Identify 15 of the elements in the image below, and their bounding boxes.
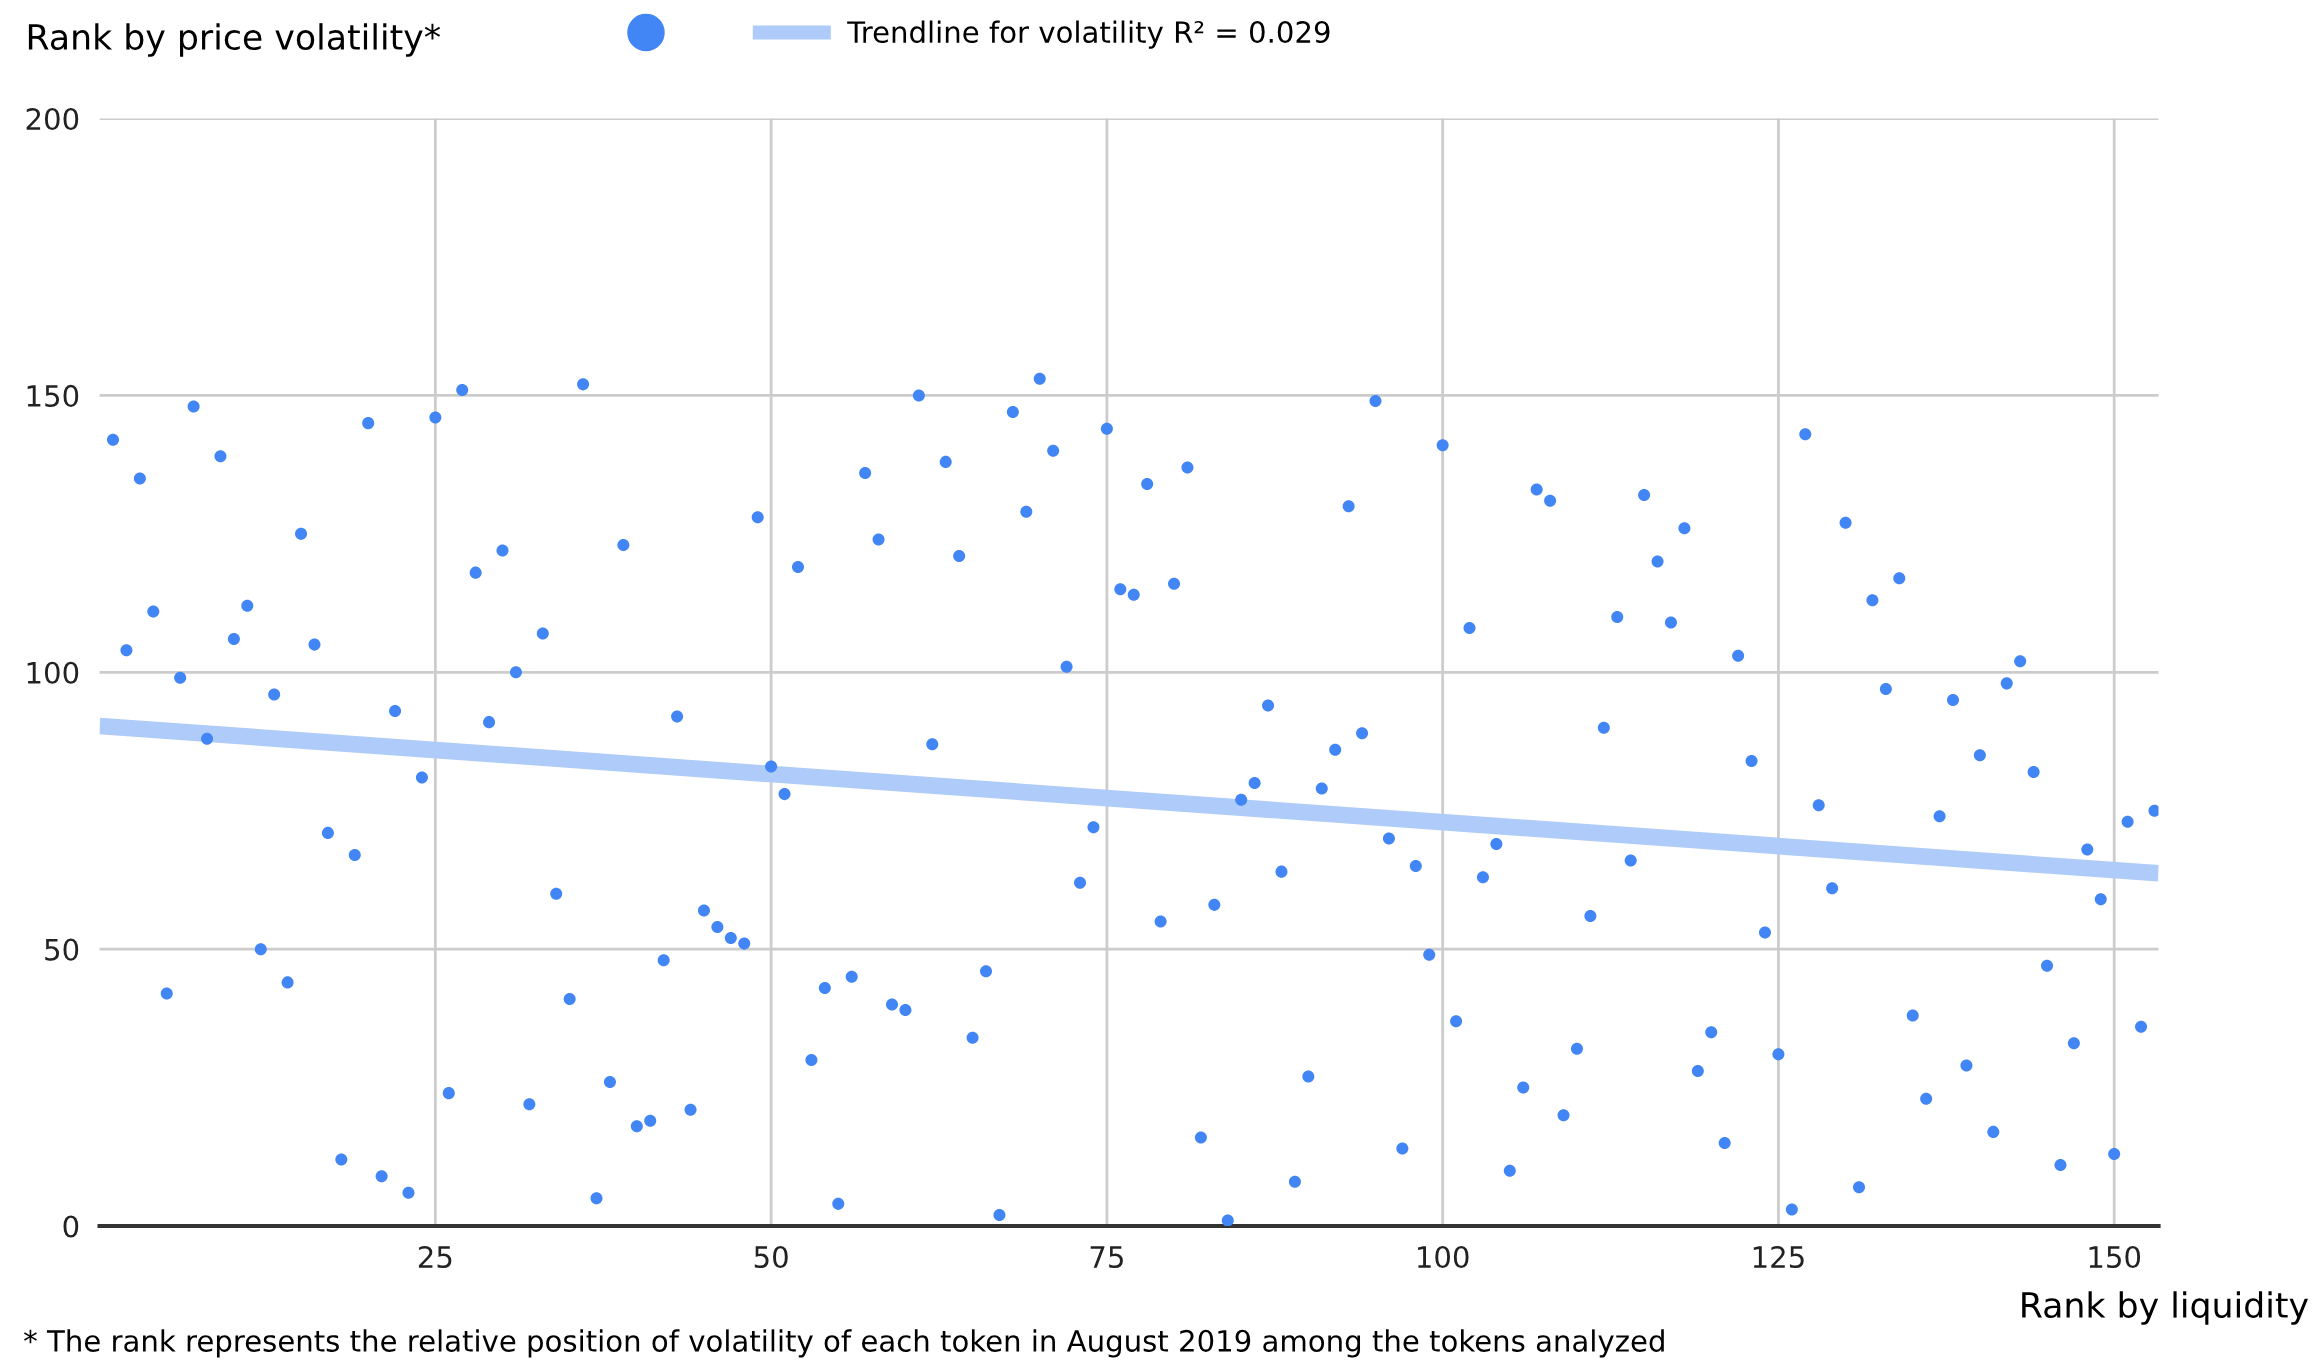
x-tick-label: 100 [1418,1245,1469,1269]
y-tick-label: 200 [26,108,79,131]
x-tick-label: 25 [418,1245,452,1269]
y-tick-label: 50 [45,938,79,961]
x-tick-label: 125 [1753,1245,1804,1269]
text: * The rank represents the relative position of volatility of each token in August 2019 among the tokens analyzed [24,1329,1664,1358]
legend-label: Trendline for volatility R² = 0.029 [847,20,1330,49]
x-tick-label: 75 [1090,1246,1123,1269]
x-tick-label: 50 [754,1245,788,1269]
y-tick-label: 100 [27,661,79,684]
x-axis-title: Rank by liquidity [2022,1291,2309,1325]
x-tick-label: 150 [2089,1245,2141,1269]
y-axis-title: Rank by price volatility* [28,23,441,57]
y-tick-label: 0 [63,1215,79,1238]
y-tick-label: 150 [27,384,79,407]
